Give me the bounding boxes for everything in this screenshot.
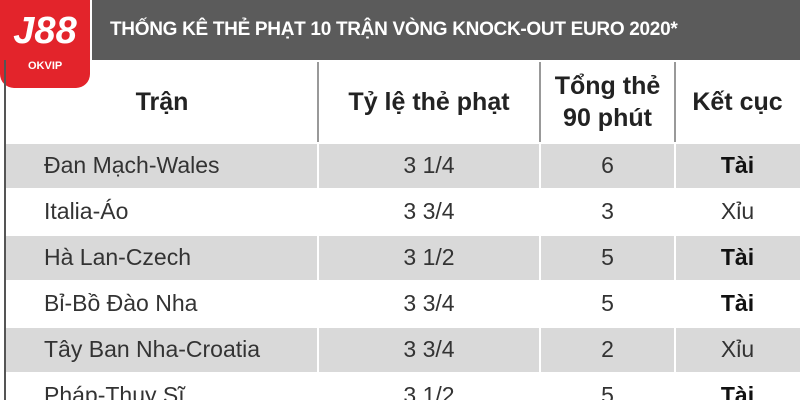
column-divider <box>539 372 541 400</box>
header-cell: Tổng thẻ 90 phút <box>540 62 675 142</box>
table-cell: 2 <box>601 335 614 362</box>
column-divider <box>674 326 676 372</box>
column-divider <box>674 234 676 280</box>
column-divider <box>317 62 319 142</box>
table-cell: Tài <box>720 151 755 178</box>
column-divider <box>317 280 319 326</box>
column-divider <box>539 234 541 280</box>
logo-text: J88 <box>13 10 77 52</box>
column-divider <box>539 188 541 234</box>
column-divider <box>317 234 319 280</box>
table-cell: 5 <box>601 381 614 400</box>
column-divider <box>674 62 676 142</box>
table-cell: 3 1/4 <box>403 151 455 178</box>
header-cell: Trận <box>135 88 189 116</box>
table-cell: 5 <box>601 243 614 270</box>
header-line: 90 phút <box>563 104 652 132</box>
table-cell: Tài <box>720 243 755 270</box>
table-cell: 3 3/4 <box>403 335 455 362</box>
table-cell: Tài <box>720 289 755 316</box>
column-divider <box>317 326 319 372</box>
table-cell: Tây Ban Nha-Croatia <box>44 335 261 362</box>
table-cell: 3 3/4 <box>403 197 455 224</box>
header-cell: Tỷ lệ thẻ phạt <box>348 88 510 116</box>
table-cell: Xỉu <box>720 335 755 362</box>
column-divider <box>539 326 541 372</box>
column-divider <box>539 280 541 326</box>
table-cell: Pháp-Thụy Sĩ <box>44 381 185 400</box>
column-divider <box>539 142 541 188</box>
header-line: Tổng thẻ <box>554 72 661 100</box>
column-divider <box>317 188 319 234</box>
table-cell: Italia-Áo <box>44 197 129 224</box>
table-cell: Tài <box>720 381 755 400</box>
table-cell: 3 3/4 <box>403 289 455 316</box>
table-cell: 3 <box>601 197 614 224</box>
column-divider <box>674 142 676 188</box>
logo-sub: OKVIP <box>28 60 63 72</box>
logo <box>0 0 90 88</box>
column-divider <box>674 372 676 400</box>
table-cell: Xỉu <box>720 197 755 224</box>
table-cell: Hà Lan-Czech <box>44 243 192 270</box>
table-cell: 5 <box>601 289 614 316</box>
table-border <box>4 60 6 400</box>
table-cell: 6 <box>601 151 614 178</box>
row-bg <box>6 372 800 400</box>
table-cell: Bỉ-Bồ Đào Nha <box>44 289 198 316</box>
table-cell: Đan Mạch-Wales <box>44 151 220 178</box>
row-bg <box>6 326 800 372</box>
column-divider <box>674 280 676 326</box>
row-bg <box>6 142 800 188</box>
table-cell: 3 1/2 <box>403 381 455 400</box>
header-cell: Kết cục <box>692 88 783 116</box>
table-title: THỐNG KÊ THẺ PHẠT 10 TRẬN VÒNG KNOCK-OUT… <box>110 19 678 40</box>
column-divider <box>674 188 676 234</box>
row-bg <box>6 280 800 326</box>
row-bg <box>6 188 800 234</box>
column-divider <box>317 372 319 400</box>
column-divider <box>539 62 541 142</box>
row-bg <box>6 234 800 280</box>
table-cell: 3 1/2 <box>403 243 455 270</box>
column-divider <box>317 142 319 188</box>
title-bar <box>92 0 800 60</box>
